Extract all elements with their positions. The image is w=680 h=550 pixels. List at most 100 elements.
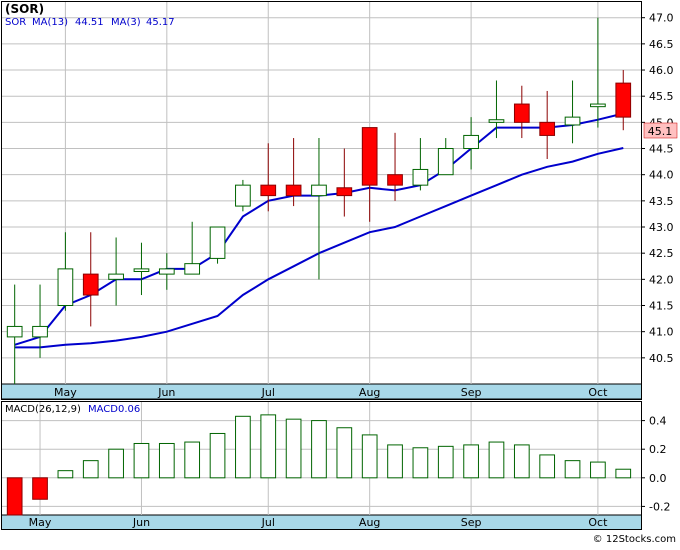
macd-bar-positive [158, 442, 175, 479]
price-x-tick-label: Jul [261, 386, 275, 399]
macd-bar-positive [615, 468, 632, 479]
candle-down [336, 187, 353, 197]
candle-up [184, 263, 201, 275]
macd-y-tick-label: 0.2 [649, 443, 667, 456]
price-badge-label: 45.1 [648, 125, 673, 138]
macd-bar-positive [184, 441, 201, 479]
price-y-tick-label: 43.5 [649, 195, 674, 208]
macd-x-axis-bar [1, 514, 642, 530]
candle-down [615, 82, 632, 118]
candle-up [437, 148, 454, 176]
macd-bar-negative [6, 477, 23, 516]
macd-bar-positive [539, 454, 556, 479]
price-y-tick-label: 40.5 [649, 352, 674, 365]
macd-legend-label: MACD(26,12,9) [5, 404, 81, 415]
candle-up [108, 273, 124, 280]
price-y-tick-label: 41.0 [649, 326, 674, 339]
candle-up [463, 134, 479, 150]
macd-bar-positive [260, 414, 277, 479]
macd-bar-positive [133, 442, 150, 479]
candle-up [57, 268, 74, 307]
price-x-axis-bar [1, 383, 642, 400]
macd-x-tick-label: Sep [461, 516, 482, 529]
candle-down [513, 103, 530, 123]
price-y-axis: 40.541.041.542.042.543.043.544.044.545.0… [641, 12, 674, 365]
candle-up [488, 119, 505, 123]
candle-up [412, 168, 429, 186]
macd-bar-positive [209, 432, 226, 479]
macd-bar-positive [564, 460, 581, 479]
price-x-tick-label: Sep [461, 386, 482, 399]
macd-bar-positive [463, 444, 479, 479]
candle-down [82, 273, 99, 296]
macd-bar-positive [336, 427, 353, 479]
macd-bar-positive [82, 460, 99, 479]
macd-x-tick-label: Oct [588, 516, 608, 529]
macd-bar-positive [235, 415, 251, 479]
price-y-tick-label: 44.5 [649, 143, 674, 156]
price-y-tick-label: 43.0 [649, 221, 674, 234]
macd-bar-positive [513, 444, 530, 479]
candle-down [260, 184, 277, 197]
macd-x-tick-label: Aug [359, 516, 380, 529]
macd-x-tick-label: Jul [261, 516, 275, 529]
macd-legend-value: 0.06 [118, 404, 140, 415]
macd-y-tick-label: 0.4 [649, 415, 667, 428]
legend-ticker: SOR [5, 17, 26, 28]
macd-bar-positive [590, 461, 606, 479]
price-y-tick-label: 41.5 [649, 300, 674, 313]
candle-down [361, 127, 378, 186]
price-y-tick-label: 46.5 [649, 38, 674, 51]
candlesticks [6, 17, 632, 384]
candle-down [387, 174, 403, 186]
price-y-tick-label: 42.0 [649, 273, 674, 286]
price-badge [643, 122, 678, 139]
macd-y-tick-label: -0.2 [649, 500, 670, 513]
macd-x-axis: May Jun Jul Aug Sep Oct [29, 516, 608, 529]
candle-up [235, 184, 251, 207]
price-x-tick-label: Oct [588, 386, 608, 399]
legend-ma-long-label: MA(13) [32, 17, 68, 28]
macd-bar-positive [57, 470, 74, 479]
macd-y-tick-label: 0.0 [649, 472, 667, 485]
macd-bar-positive [412, 447, 429, 479]
chart-title: (SOR) [5, 2, 44, 16]
macd-bar-positive [387, 444, 403, 479]
candle-up [133, 268, 150, 272]
legend-ma-short-label: MA(3) [111, 17, 141, 28]
macd-bar-positive [311, 420, 327, 479]
legend-ma-long-value: 44.51 [75, 17, 104, 28]
candle-up [564, 116, 581, 126]
macd-bar-positive [488, 441, 505, 479]
price-x-tick-label: Jun [157, 386, 175, 399]
candle-down [539, 121, 556, 136]
macd-x-tick-label: May [29, 516, 52, 529]
macd-x-tick-label: Jun [132, 516, 150, 529]
copyright: © 12Stocks.com [593, 534, 676, 545]
candle-up [590, 103, 606, 108]
price-x-tick-label: May [54, 386, 77, 399]
candle-up [158, 268, 175, 275]
macd-bar-negative [32, 477, 48, 500]
candle-up [6, 325, 23, 338]
macd-bar-positive [108, 448, 124, 479]
candle-up [32, 325, 48, 338]
macd-bar-positive [437, 445, 454, 479]
price-y-tick-label: 45.5 [649, 90, 674, 103]
macd-y-axis: -0.2 0.0 0.2 0.4 [641, 415, 670, 513]
macd-bar-positive [361, 434, 378, 479]
price-x-axis: May Jun Jul Aug Sep Oct [54, 386, 608, 399]
candle-up [311, 184, 327, 197]
price-y-tick-label: 42.5 [649, 247, 674, 260]
price-x-tick-label: Aug [359, 386, 380, 399]
price-y-tick-label: 44.0 [649, 169, 674, 182]
macd-legend-name: MACD [88, 404, 118, 415]
legend-ma-short-value: 45.17 [146, 17, 175, 28]
price-y-tick-label: 46.0 [649, 64, 674, 77]
macd-bar-positive [285, 418, 302, 479]
macd-bars [6, 414, 632, 516]
candle-up [209, 226, 226, 259]
price-y-tick-label: 47.0 [649, 12, 674, 25]
